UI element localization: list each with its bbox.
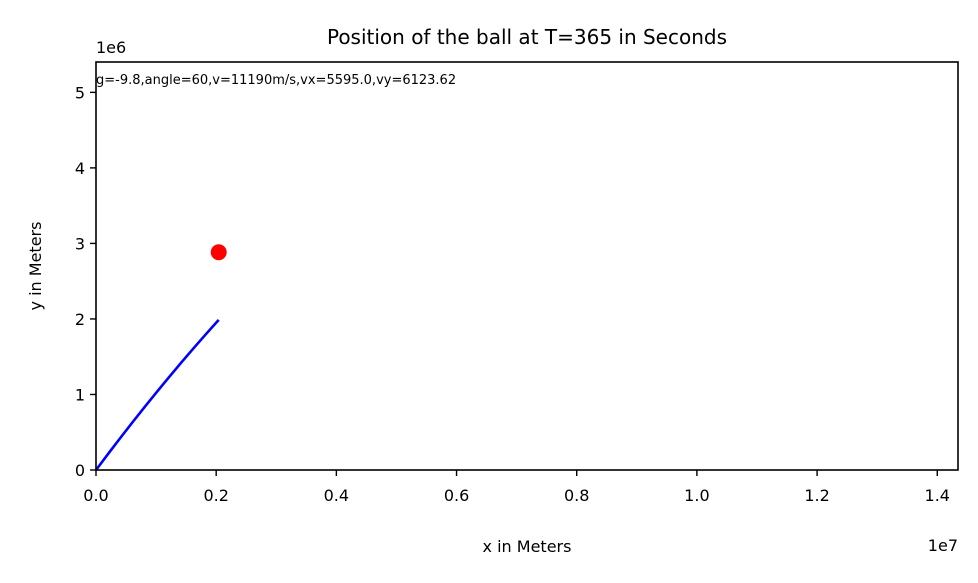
x-tick-label: 0.6 [444, 486, 469, 505]
x-tick-label: 0.8 [564, 486, 589, 505]
y-tick-label: 3 [75, 234, 85, 253]
axes-frame [95, 61, 959, 471]
x-axis-label: x in Meters [483, 537, 572, 556]
x-tick-label: 0.2 [203, 486, 228, 505]
x-offset-label: 1e7 [928, 536, 958, 555]
y-tick-label: 4 [75, 159, 85, 178]
y-tick-label: 5 [75, 83, 85, 102]
x-tick-label: 0.0 [83, 486, 108, 505]
plot-area: 0.0 0.2 0.4 0.6 0.8 1.0 1.2 1.4 0 1 2 3 4 5 [75, 61, 959, 505]
x-tick-label: 1.0 [684, 486, 709, 505]
parameters-annotation: g=-9.8,angle=60,v=11190m/s,vx=5595.0,vy=… [96, 73, 456, 88]
x-tick-label: 0.4 [324, 486, 349, 505]
y-tick-label: 1 [75, 385, 85, 404]
x-tick-label: 1.4 [925, 486, 950, 505]
trajectory-line-0 [94, 319, 220, 471]
y-tick-label: 2 [75, 310, 85, 329]
chart-title: Position of the ball at T=365 in Seconds [327, 25, 727, 49]
y-axis-label: y in Meters [26, 222, 45, 311]
y-tick-label: 0 [75, 461, 85, 480]
y-offset-label: 1e6 [96, 38, 126, 57]
x-tick-label: 1.2 [804, 486, 829, 505]
ball-marker [210, 244, 227, 261]
